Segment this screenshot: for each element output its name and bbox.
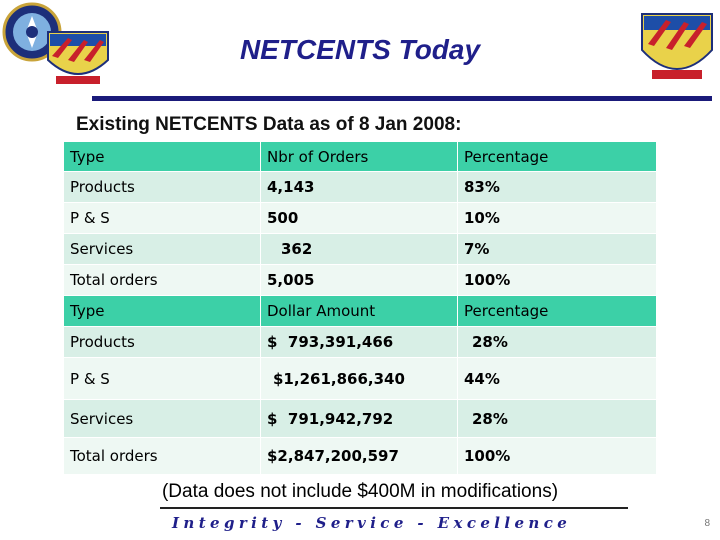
percent-cell: 28% bbox=[457, 326, 657, 358]
type-cell: Services bbox=[63, 399, 261, 438]
type-cell: Services bbox=[63, 233, 261, 265]
table-row: P & S $1,261,866,340 44% bbox=[63, 357, 657, 400]
type-cell: Total orders bbox=[63, 264, 261, 296]
command-emblem-logos bbox=[2, 2, 109, 84]
header-cell: Nbr of Orders bbox=[260, 141, 458, 172]
count-cell: 500 bbox=[260, 202, 458, 234]
table-row: Total orders $2,847,200,597 100% bbox=[63, 437, 657, 475]
afmc-emblem-icon bbox=[2, 2, 62, 62]
table-row: Products $ 793,391,466 28% bbox=[63, 326, 657, 358]
amount-cell: $ 791,942,792 bbox=[260, 399, 458, 438]
percent-cell: 83% bbox=[457, 171, 657, 203]
table-row: Products 4,143 83% bbox=[63, 171, 657, 203]
count-cell: 5,005 bbox=[260, 264, 458, 296]
netcents-data-table: Type Nbr of Orders Percentage Products 4… bbox=[63, 141, 657, 475]
amount-cell: $ 793,391,466 bbox=[260, 326, 458, 358]
data-subtitle: Existing NETCENTS Data as of 8 Jan 2008: bbox=[76, 114, 462, 135]
count-cell: 4,143 bbox=[260, 171, 458, 203]
page-title: NETCENTS Today bbox=[239, 34, 481, 65]
page-number: 8 bbox=[704, 518, 710, 529]
wing-shield-icon bbox=[47, 31, 109, 84]
header-cell: Type bbox=[63, 141, 261, 172]
footer-motto: Integrity - Service - Excellence bbox=[172, 514, 572, 532]
title-divider bbox=[92, 96, 712, 101]
header-cell: Percentage bbox=[457, 141, 657, 172]
type-cell: Total orders bbox=[63, 437, 261, 475]
wing-shield-right-icon bbox=[641, 13, 713, 79]
orders-header-row: Type Nbr of Orders Percentage bbox=[63, 141, 657, 172]
percent-cell: 10% bbox=[457, 202, 657, 234]
type-cell: P & S bbox=[63, 357, 261, 400]
percent-cell: 44% bbox=[457, 357, 657, 400]
header-cell: Dollar Amount bbox=[260, 295, 458, 327]
percent-cell: 28% bbox=[457, 399, 657, 438]
amount-cell: $1,261,866,340 bbox=[260, 357, 458, 400]
amount-cell: $2,847,200,597 bbox=[260, 437, 458, 475]
percent-cell: 7% bbox=[457, 233, 657, 265]
count-cell: 362 bbox=[260, 233, 458, 265]
table-row: Services $ 791,942,792 28% bbox=[63, 399, 657, 438]
percent-cell: 100% bbox=[457, 264, 657, 296]
header-cell: Type bbox=[63, 295, 261, 327]
table-row: Total orders 5,005 100% bbox=[63, 264, 657, 296]
type-cell: Products bbox=[63, 171, 261, 203]
table-row: P & S 500 10% bbox=[63, 202, 657, 234]
footer-divider bbox=[160, 507, 628, 509]
table-row: Services 362 7% bbox=[63, 233, 657, 265]
type-cell: P & S bbox=[63, 202, 261, 234]
type-cell: Products bbox=[63, 326, 261, 358]
header-cell: Percentage bbox=[457, 295, 657, 327]
percent-cell: 100% bbox=[457, 437, 657, 475]
footnote: (Data does not include $400M in modifica… bbox=[161, 481, 559, 502]
dollars-header-row: Type Dollar Amount Percentage bbox=[63, 295, 657, 327]
